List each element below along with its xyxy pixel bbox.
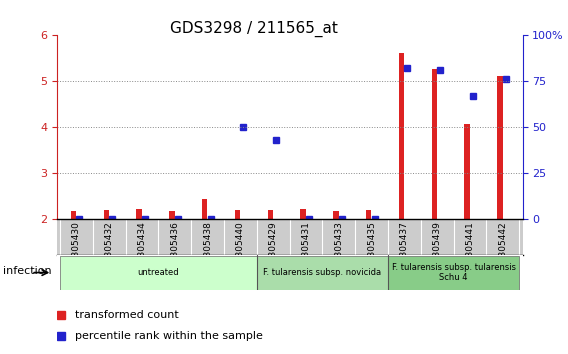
Bar [136,209,142,219]
Text: GSM305437: GSM305437 [400,221,409,276]
Bar [399,53,404,219]
Text: GSM305440: GSM305440 [236,221,245,276]
FancyBboxPatch shape [388,256,519,290]
Text: untreated: untreated [137,268,179,277]
Text: GDS3298 / 211565_at: GDS3298 / 211565_at [170,21,339,38]
Bar [465,124,470,219]
Text: GSM305431: GSM305431 [302,221,311,276]
Text: GSM305433: GSM305433 [335,221,344,276]
Bar [71,211,76,219]
Text: GSM305429: GSM305429 [269,221,278,276]
Bar [268,210,273,219]
Bar [300,209,306,219]
Bar [497,76,503,219]
Bar [432,69,437,219]
Text: percentile rank within the sample: percentile rank within the sample [76,331,264,341]
FancyBboxPatch shape [60,256,257,290]
Text: GSM305436: GSM305436 [170,221,179,276]
Text: transformed count: transformed count [76,310,179,320]
Text: GSM305434: GSM305434 [137,221,147,276]
Text: GSM305442: GSM305442 [498,221,507,276]
Text: infection: infection [3,266,52,276]
Text: GSM305432: GSM305432 [105,221,114,276]
Bar [333,211,339,219]
Bar [366,210,371,219]
Bar [169,211,174,219]
Text: F. tularensis subsp. novicida: F. tularensis subsp. novicida [264,268,382,277]
Text: GSM305441: GSM305441 [466,221,475,276]
Text: GSM305435: GSM305435 [367,221,376,276]
Text: F. tularensis subsp. tularensis
Schu 4: F. tularensis subsp. tularensis Schu 4 [392,263,516,282]
Bar [104,210,109,219]
Bar [235,210,240,219]
Bar [202,199,207,219]
Text: GSM305439: GSM305439 [433,221,442,276]
Text: GSM305430: GSM305430 [72,221,81,276]
Text: GSM305438: GSM305438 [203,221,212,276]
FancyBboxPatch shape [257,256,388,290]
